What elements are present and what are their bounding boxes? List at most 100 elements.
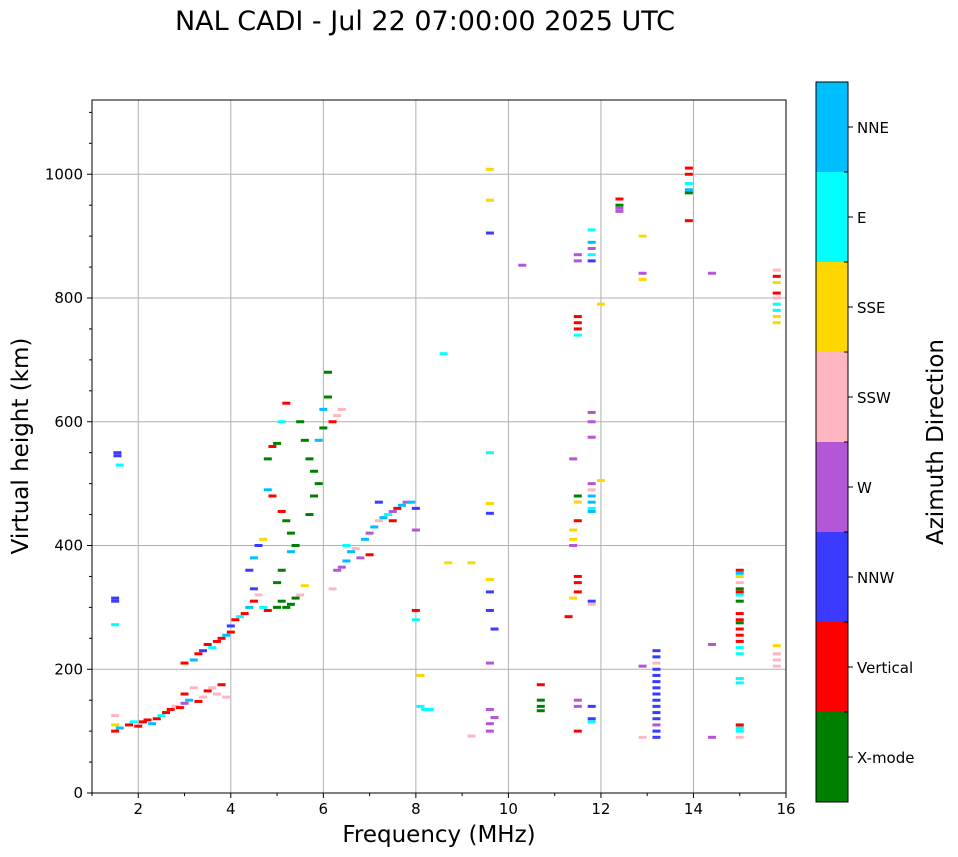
data-point [485, 729, 494, 733]
data-point [638, 277, 647, 281]
data-point [171, 704, 180, 708]
data-point [425, 707, 434, 711]
data-point [536, 698, 545, 702]
data-point [226, 630, 235, 634]
data-point [268, 445, 277, 448]
data-point [684, 166, 693, 170]
data-point [245, 568, 254, 572]
data-point [263, 608, 272, 612]
x-tick-label: 2 [133, 800, 143, 818]
data-point [226, 624, 235, 628]
data-point [518, 263, 527, 267]
data-point [273, 605, 282, 609]
colorbar-tick-label: Vertical [857, 659, 913, 677]
data-point [397, 503, 406, 507]
x-tick-label: 4 [226, 800, 236, 818]
data-point [735, 581, 744, 585]
data-point [652, 680, 661, 684]
data-point [444, 561, 453, 565]
data-point [485, 501, 494, 505]
data-point [310, 469, 319, 473]
data-point [536, 709, 545, 713]
data-point [652, 649, 661, 653]
data-point [374, 519, 383, 523]
data-point [374, 500, 383, 504]
data-point [735, 735, 744, 739]
data-point [337, 407, 346, 411]
data-point [328, 420, 337, 424]
data-point [157, 714, 166, 718]
colorbar-segment [816, 352, 848, 442]
y-tick-label: 1000 [45, 165, 83, 183]
data-point [185, 698, 194, 702]
colorbar-segment [816, 712, 848, 802]
data-point [587, 228, 596, 232]
y-tick-label: 0 [73, 784, 83, 802]
data-point [536, 704, 545, 708]
data-point [148, 722, 157, 726]
data-point [296, 593, 305, 597]
data-point [772, 308, 781, 312]
colorbar-tick-label: NNE [857, 119, 889, 137]
data-point [638, 234, 647, 238]
data-point [111, 599, 120, 603]
data-point [735, 568, 744, 572]
data-point [587, 494, 596, 498]
data-point [772, 664, 781, 668]
data-point [652, 661, 661, 665]
data-point [259, 537, 268, 541]
colorbar-segment [816, 532, 848, 622]
data-point [277, 420, 286, 424]
data-point [564, 615, 573, 619]
data-point [305, 457, 314, 461]
data-point [569, 544, 578, 547]
data-point [217, 636, 226, 640]
data-point [111, 729, 120, 733]
data-point [573, 321, 582, 325]
data-point [587, 410, 596, 414]
data-point [286, 602, 295, 606]
data-point [735, 593, 744, 597]
data-point [615, 206, 624, 210]
data-point [370, 525, 379, 529]
colorbar-segment [816, 82, 848, 172]
data-point [735, 633, 744, 637]
data-point [333, 568, 342, 572]
data-point [772, 268, 781, 272]
data-point [203, 689, 212, 693]
data-point [166, 707, 175, 711]
data-point [249, 599, 258, 603]
data-point [411, 618, 420, 622]
data-point [596, 479, 605, 483]
data-point [411, 506, 420, 510]
data-point [268, 494, 277, 498]
data-point [684, 191, 693, 195]
data-point [342, 559, 351, 563]
data-point [194, 699, 203, 703]
data-point [222, 695, 231, 699]
data-point [573, 315, 582, 319]
data-point [273, 441, 282, 445]
data-point [573, 729, 582, 733]
colorbar-tick-label: X-mode [857, 749, 914, 767]
data-point [402, 500, 411, 504]
colorbar-tick-label: W [857, 479, 872, 497]
data-point [485, 511, 494, 515]
data-point [587, 240, 596, 244]
data-point [212, 639, 221, 643]
data-point [305, 513, 314, 517]
data-point [485, 578, 494, 582]
data-point [411, 528, 420, 532]
data-point [249, 556, 258, 560]
data-point [485, 451, 494, 455]
data-point [735, 681, 744, 685]
data-point [319, 407, 328, 411]
data-point [652, 673, 661, 677]
chart-title: NAL CADI - Jul 22 07:00:00 2025 UTC [174, 6, 676, 37]
data-point [735, 729, 744, 733]
data-point [652, 711, 661, 715]
data-point [323, 370, 332, 374]
data-point [113, 454, 122, 458]
data-point [485, 198, 494, 202]
